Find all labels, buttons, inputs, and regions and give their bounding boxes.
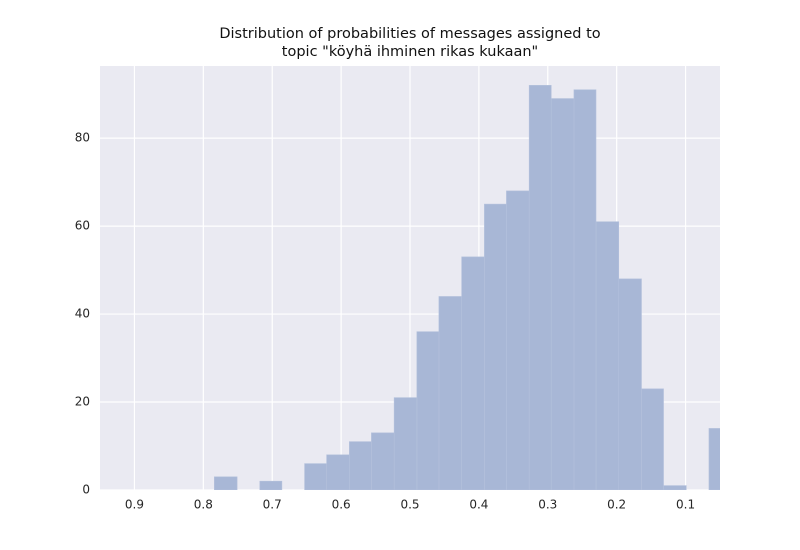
chart-title: Distribution of probabilities of message… [219, 26, 600, 42]
x-tick-label: 0.3 [538, 498, 557, 512]
bar [304, 463, 327, 490]
bars [214, 85, 720, 490]
bar [573, 89, 597, 490]
bar [506, 190, 530, 490]
bar [349, 441, 372, 490]
bar [618, 278, 642, 490]
x-tick-label: 0.2 [607, 498, 626, 512]
y-tick-label: 80 [75, 131, 90, 145]
bar [371, 432, 395, 490]
x-tick-label: 0.1 [676, 498, 695, 512]
bar [663, 485, 687, 490]
bar [595, 221, 620, 490]
bar [461, 256, 485, 490]
bar [528, 85, 552, 490]
bar [393, 397, 418, 490]
bar [708, 428, 720, 490]
x-tick-label: 0.5 [400, 498, 419, 512]
x-tick-label: 0.8 [194, 498, 213, 512]
bar [641, 388, 664, 490]
bar [484, 203, 507, 490]
chart-title: topic "köyhä ihminen rikas kukaan" [282, 44, 538, 60]
bar [550, 98, 575, 490]
bar [438, 296, 462, 490]
x-tick-label: 0.4 [469, 498, 488, 512]
tick-labels: 0 20 40 60 80 0.9 0.8 0.7 0.6 0.5 0.4 0.3 0.2 0.1 [75, 131, 695, 512]
y-tick-label: 40 [75, 307, 90, 321]
x-tick-label: 0.7 [263, 498, 282, 512]
x-tick-label: 0.6 [332, 498, 351, 512]
x-tick-label: 0.9 [125, 498, 144, 512]
bar [326, 454, 350, 490]
bar [259, 480, 283, 490]
y-tick-label: 60 [75, 219, 90, 233]
bar [214, 476, 238, 490]
y-tick-label: 0 [82, 483, 90, 497]
y-tick-label: 20 [75, 395, 90, 409]
bar [416, 331, 440, 490]
